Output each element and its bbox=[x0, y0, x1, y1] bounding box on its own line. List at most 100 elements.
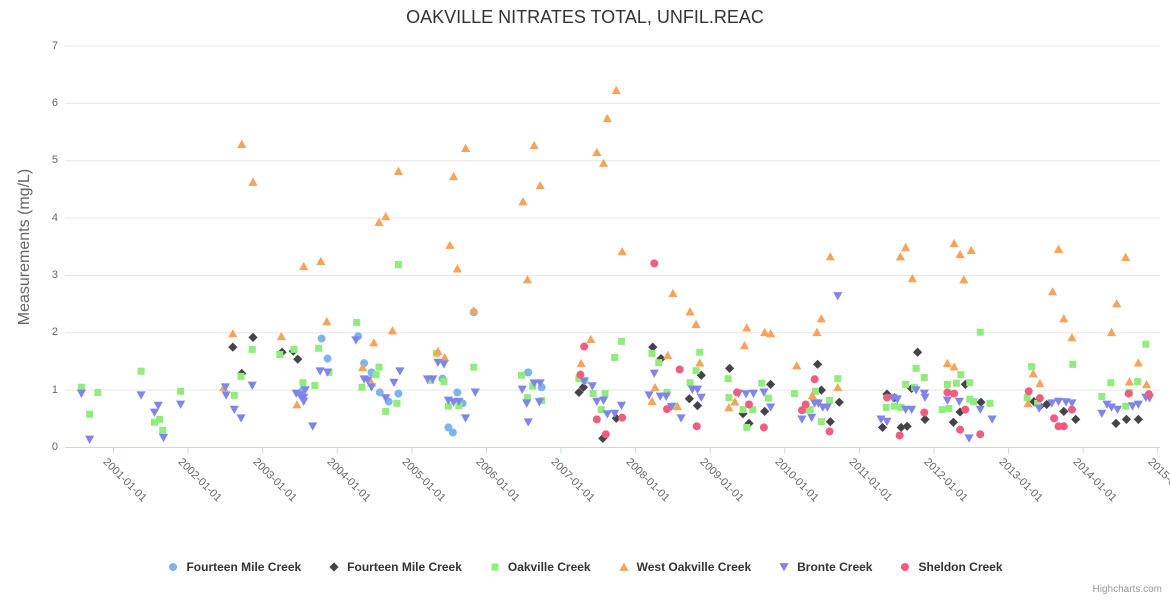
data-point[interactable] bbox=[672, 401, 682, 411]
data-point[interactable] bbox=[589, 390, 597, 398]
data-point[interactable] bbox=[797, 415, 807, 424]
data-point[interactable] bbox=[616, 401, 627, 411]
data-point[interactable] bbox=[617, 246, 627, 256]
data-point[interactable] bbox=[611, 353, 619, 361]
legend-item-sheldon-creek[interactable]: Sheldon Creek bbox=[899, 560, 1003, 574]
data-point[interactable] bbox=[766, 328, 776, 338]
data-point[interactable] bbox=[317, 334, 326, 343]
data-point[interactable] bbox=[744, 418, 754, 429]
data-point[interactable] bbox=[816, 314, 826, 323]
data-point[interactable] bbox=[176, 400, 186, 409]
data-point[interactable] bbox=[1042, 399, 1052, 410]
data-point[interactable] bbox=[574, 387, 584, 398]
data-point[interactable] bbox=[453, 388, 462, 397]
data-point[interactable] bbox=[975, 405, 985, 415]
data-point[interactable] bbox=[1106, 403, 1117, 412]
data-point[interactable] bbox=[959, 275, 969, 284]
data-point[interactable] bbox=[976, 397, 986, 407]
data-point[interactable] bbox=[440, 378, 448, 386]
data-point[interactable] bbox=[248, 177, 258, 186]
data-point[interactable] bbox=[648, 342, 658, 352]
data-point[interactable] bbox=[902, 380, 910, 388]
data-point[interactable] bbox=[764, 394, 772, 402]
data-point[interactable] bbox=[322, 316, 332, 326]
data-point[interactable] bbox=[158, 433, 169, 443]
data-point[interactable] bbox=[725, 363, 735, 373]
data-point[interactable] bbox=[942, 396, 953, 405]
data-point[interactable] bbox=[491, 563, 499, 571]
data-point[interactable] bbox=[825, 427, 834, 436]
data-point[interactable] bbox=[766, 403, 776, 412]
data-point[interactable] bbox=[153, 401, 163, 411]
data-point[interactable] bbox=[749, 406, 757, 414]
data-point[interactable] bbox=[1053, 244, 1064, 253]
data-point[interactable] bbox=[691, 319, 701, 329]
data-point[interactable] bbox=[1124, 389, 1133, 398]
data-point[interactable] bbox=[1047, 399, 1057, 408]
data-point[interactable] bbox=[950, 389, 959, 398]
data-point[interactable] bbox=[647, 396, 657, 405]
data-point[interactable] bbox=[366, 383, 377, 392]
data-point[interactable] bbox=[611, 85, 621, 95]
data-point[interactable] bbox=[76, 389, 87, 398]
data-point[interactable] bbox=[806, 406, 814, 414]
data-point[interactable] bbox=[1059, 406, 1069, 416]
data-point[interactable] bbox=[760, 327, 770, 337]
data-point[interactable] bbox=[897, 403, 905, 411]
data-point[interactable] bbox=[597, 406, 605, 414]
data-point[interactable] bbox=[439, 360, 449, 369]
data-point[interactable] bbox=[890, 402, 898, 410]
data-point[interactable] bbox=[1034, 399, 1042, 407]
data-point[interactable] bbox=[460, 143, 471, 152]
data-point[interactable] bbox=[177, 387, 185, 395]
data-point[interactable] bbox=[1034, 404, 1044, 413]
data-point[interactable] bbox=[1067, 332, 1077, 342]
data-point[interactable] bbox=[650, 382, 660, 392]
data-point[interactable] bbox=[299, 379, 307, 387]
data-point[interactable] bbox=[393, 399, 401, 407]
data-point[interactable] bbox=[454, 397, 464, 407]
data-point[interactable] bbox=[960, 379, 970, 390]
data-point[interactable] bbox=[901, 405, 911, 415]
data-point[interactable] bbox=[1133, 414, 1143, 424]
data-point[interactable] bbox=[137, 367, 145, 375]
data-point[interactable] bbox=[920, 408, 929, 417]
data-point[interactable] bbox=[382, 407, 390, 415]
data-point[interactable] bbox=[766, 379, 776, 390]
data-point[interactable] bbox=[692, 385, 703, 394]
data-point[interactable] bbox=[452, 264, 462, 273]
data-point[interactable] bbox=[892, 395, 903, 404]
data-point[interactable] bbox=[834, 397, 844, 407]
data-point[interactable] bbox=[524, 368, 533, 377]
data-point[interactable] bbox=[882, 417, 892, 427]
data-point[interactable] bbox=[221, 391, 231, 400]
legend-item-bronte-creek[interactable]: Bronte Creek bbox=[778, 560, 872, 574]
data-point[interactable] bbox=[518, 197, 528, 206]
data-point[interactable] bbox=[1028, 363, 1036, 371]
data-point[interactable] bbox=[433, 346, 443, 356]
data-point[interactable] bbox=[292, 400, 302, 409]
data-point[interactable] bbox=[758, 379, 766, 387]
data-point[interactable] bbox=[598, 396, 609, 405]
data-point[interactable] bbox=[276, 331, 286, 341]
data-point[interactable] bbox=[529, 379, 539, 388]
data-point[interactable] bbox=[907, 273, 917, 283]
data-point[interactable] bbox=[353, 318, 361, 326]
data-point[interactable] bbox=[797, 406, 806, 415]
data-point[interactable] bbox=[966, 245, 976, 255]
data-point[interactable] bbox=[535, 379, 545, 388]
data-point[interactable] bbox=[675, 365, 684, 374]
data-point[interactable] bbox=[77, 383, 85, 391]
data-point[interactable] bbox=[834, 375, 842, 383]
data-point[interactable] bbox=[741, 390, 751, 399]
legend-item-fourteen-mile-creek[interactable]: Fourteen Mile Creek bbox=[328, 560, 462, 574]
data-point[interactable] bbox=[578, 382, 589, 392]
legend-item-west-oakville-creek[interactable]: West Oakville Creek bbox=[618, 560, 751, 574]
data-point[interactable] bbox=[901, 242, 911, 252]
data-point[interactable] bbox=[1035, 394, 1044, 403]
data-point[interactable] bbox=[739, 341, 750, 350]
data-point[interactable] bbox=[920, 414, 930, 424]
data-point[interactable] bbox=[592, 415, 601, 424]
data-point[interactable] bbox=[237, 372, 245, 380]
data-point[interactable] bbox=[517, 385, 527, 394]
